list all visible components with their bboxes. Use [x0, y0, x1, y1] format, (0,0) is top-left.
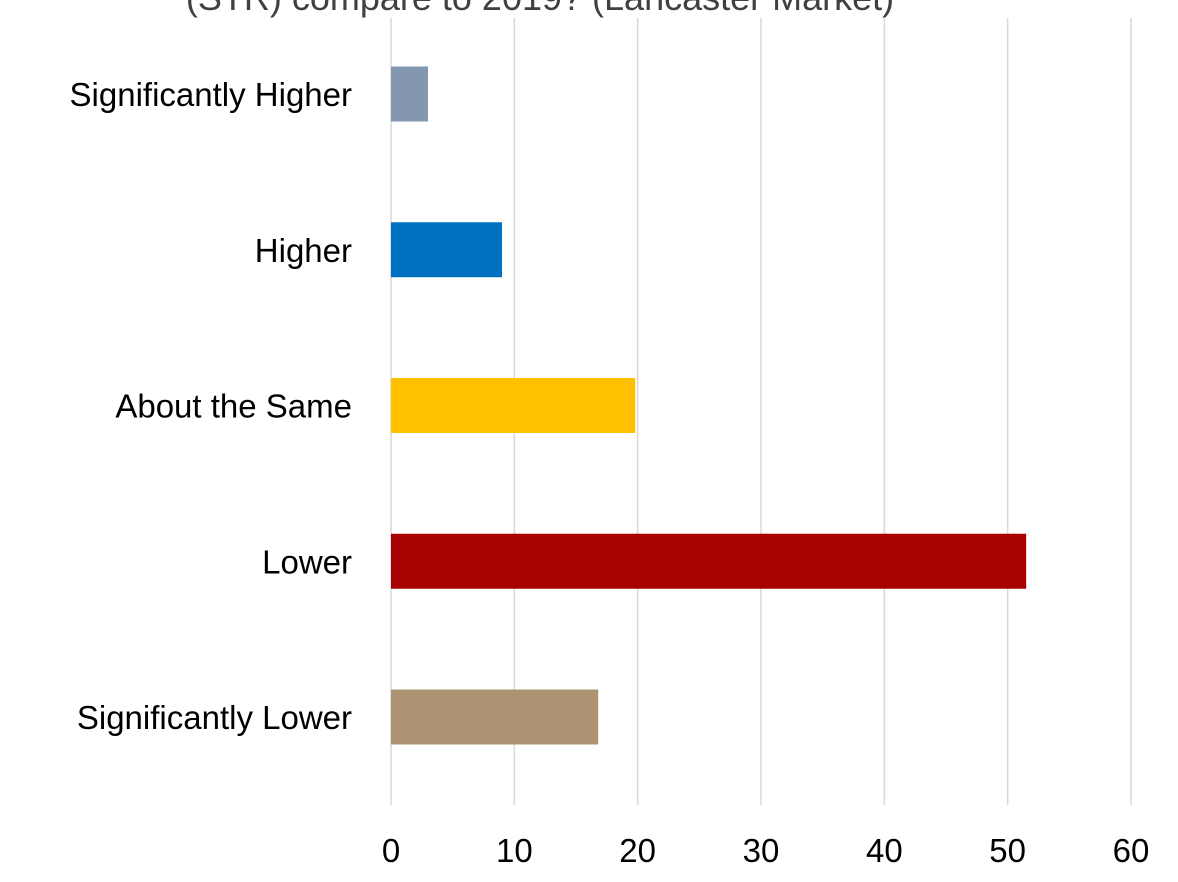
x-tick-label: 30 — [743, 832, 780, 869]
bars — [391, 66, 1027, 745]
bar-significantly-higher — [391, 66, 428, 122]
category-label: Significantly Lower — [77, 699, 352, 736]
category-label: Higher — [255, 232, 352, 269]
bar-higher — [391, 222, 502, 278]
bar-significantly-lower — [391, 689, 599, 745]
gridlines — [390, 18, 1132, 805]
x-tick-label: 10 — [496, 832, 533, 869]
category-labels: Significantly Higher Higher About the Same… — [70, 76, 352, 736]
x-axis-tick-labels: 0 10 20 30 40 50 60 — [382, 832, 1150, 869]
category-label: Significantly Higher — [70, 76, 352, 113]
x-tick-label: 60 — [1113, 832, 1150, 869]
bar-about-the-same — [391, 378, 636, 433]
category-label: About the Same — [115, 388, 352, 425]
chart-title: (STR) compare to 2019? (Lancaster Market… — [186, 0, 894, 18]
category-label: Lower — [262, 543, 352, 580]
x-tick-label: 40 — [866, 832, 903, 869]
bar-lower — [391, 533, 1027, 589]
x-tick-label: 0 — [382, 832, 400, 869]
x-tick-label: 50 — [989, 832, 1026, 869]
x-tick-label: 20 — [619, 832, 656, 869]
